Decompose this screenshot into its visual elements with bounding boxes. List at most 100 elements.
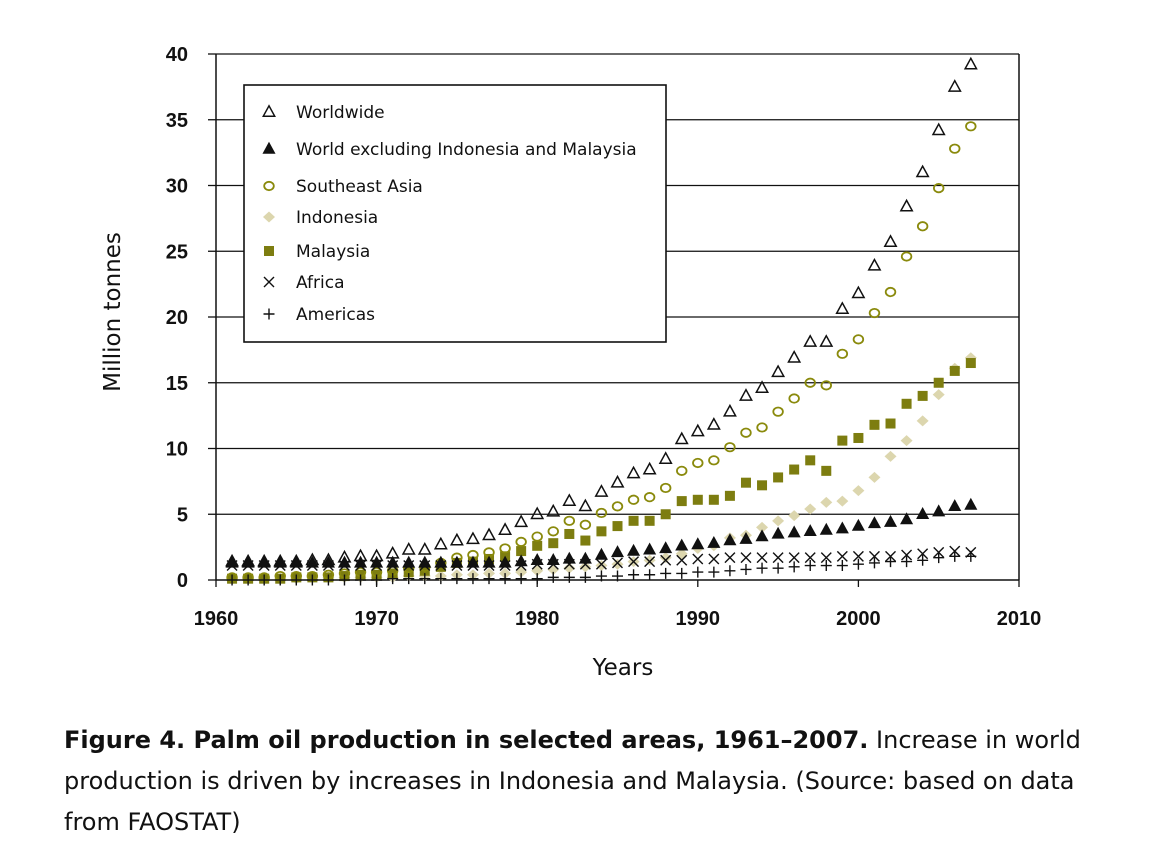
data-point	[417, 541, 432, 555]
data-point	[949, 365, 960, 376]
data-point	[915, 164, 930, 178]
data-point	[708, 566, 720, 578]
data-point	[498, 555, 512, 568]
y-tick-label: 25	[166, 241, 188, 263]
data-point	[868, 550, 880, 562]
data-point	[482, 555, 496, 568]
data-point	[723, 533, 737, 546]
data-point	[949, 545, 961, 557]
series-americas	[226, 550, 977, 586]
data-point	[531, 573, 543, 585]
data-point	[628, 569, 640, 581]
data-point	[483, 573, 495, 585]
legend-label: Africa	[296, 273, 345, 293]
data-point	[546, 553, 560, 565]
data-point	[676, 554, 688, 566]
data-point	[659, 541, 673, 554]
data-point	[965, 121, 977, 132]
data-point	[868, 307, 881, 319]
data-point	[932, 504, 946, 517]
x-tick-label: 2000	[836, 608, 881, 630]
data-point	[482, 527, 496, 541]
data-point	[578, 498, 593, 512]
data-point	[852, 485, 865, 497]
x-tick-label: 2010	[997, 608, 1042, 630]
data-point	[852, 558, 864, 570]
data-point	[532, 540, 543, 551]
data-point	[835, 521, 849, 534]
data-point	[658, 451, 673, 464]
data-point	[740, 427, 752, 438]
data-point	[820, 560, 832, 572]
data-point	[901, 398, 912, 409]
data-point	[788, 552, 800, 564]
data-point	[659, 482, 672, 494]
data-point	[563, 515, 576, 526]
data-point	[515, 536, 527, 547]
series-world-excluding-indonesia-and-malaysia	[225, 497, 978, 568]
x-axis-title: Years	[592, 655, 654, 681]
caption-text-line1: Increase in world	[868, 726, 1081, 754]
data-point	[644, 515, 655, 526]
data-point	[819, 334, 834, 347]
data-point	[836, 550, 848, 562]
data-point	[883, 514, 898, 527]
data-point	[580, 535, 591, 546]
y-tick-label: 20	[166, 307, 188, 329]
data-point	[451, 573, 463, 585]
data-point	[594, 547, 608, 560]
data-point	[258, 574, 270, 586]
data-point	[274, 574, 286, 586]
data-point	[531, 531, 543, 542]
data-point	[916, 415, 929, 427]
data-point	[884, 286, 897, 298]
data-point	[804, 560, 816, 572]
data-point	[787, 525, 801, 538]
data-point	[353, 555, 368, 568]
data-point	[788, 510, 801, 522]
data-point	[708, 494, 719, 505]
data-point	[611, 501, 624, 512]
data-point	[548, 538, 559, 549]
data-point	[708, 455, 720, 466]
data-point	[772, 552, 784, 564]
data-point	[626, 465, 641, 479]
data-point	[242, 574, 254, 586]
data-point	[322, 574, 334, 586]
data-point	[305, 552, 320, 566]
data-point	[612, 521, 623, 532]
y-tick-label: 15	[166, 373, 188, 395]
y-tick-label: 5	[177, 504, 188, 526]
data-point	[964, 497, 978, 510]
data-point	[514, 554, 528, 567]
data-point	[643, 492, 656, 503]
data-point	[418, 555, 432, 568]
legend-marker	[263, 211, 275, 223]
legend-label: Indonesia	[296, 208, 378, 228]
data-point	[917, 554, 929, 566]
data-point	[563, 562, 576, 574]
data-point	[853, 432, 864, 443]
data-point	[900, 251, 913, 262]
data-point	[627, 494, 640, 505]
data-point	[885, 556, 897, 568]
data-point	[917, 390, 928, 401]
data-point	[772, 406, 784, 417]
x-tick-labels: 1960 1970 1980 1990 2000 2010	[194, 608, 1042, 630]
data-point	[595, 507, 608, 519]
data-point	[434, 555, 448, 568]
data-point	[963, 56, 978, 70]
data-point	[692, 494, 703, 505]
data-point	[337, 549, 352, 563]
legend: Worldwide World excluding Indonesia and M…	[243, 84, 667, 343]
data-point	[692, 566, 704, 578]
legend-marker	[262, 141, 276, 154]
data-point	[564, 528, 575, 539]
data-point	[917, 548, 929, 560]
data-point	[836, 495, 849, 507]
data-point	[837, 435, 848, 446]
data-point	[948, 499, 962, 512]
data-point	[321, 552, 336, 566]
data-point	[594, 484, 609, 497]
data-point	[931, 122, 946, 136]
